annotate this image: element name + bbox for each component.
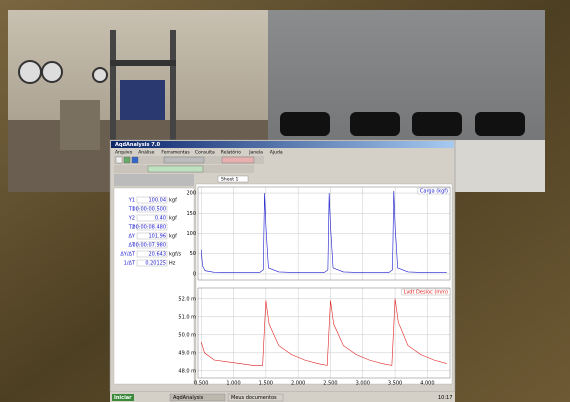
cursor-box [136, 214, 168, 222]
y-tick-label: 48.0 m [178, 368, 196, 374]
menu-item[interactable]: Consulta [195, 150, 215, 156]
cursor-value: 00:00:07.980 [132, 243, 166, 249]
app-window: AqdAnalysis 7.0 Arquivo Análise Ferramenta… [109, 139, 456, 393]
y-tick-label: 50 [190, 251, 196, 257]
legend-entry: Carga (kgf) [420, 189, 448, 195]
cursor-box [136, 223, 168, 231]
cursor-value: 101.96 [149, 234, 167, 240]
x-tick-label: 4.000 [420, 381, 434, 387]
cursor-label: ΔY [129, 234, 136, 240]
y-tick-label: 200 [186, 191, 196, 197]
y-tick-label: 50.0 m [178, 332, 196, 338]
cursor-unit: kgf [169, 216, 177, 222]
x-tick-label: 1.000 [226, 381, 240, 387]
plot-frame [197, 287, 451, 379]
x-tick-label: 0.500 [194, 381, 208, 387]
menu-item[interactable]: Análise [138, 149, 155, 156]
menu-item[interactable]: Arquivo [115, 150, 132, 156]
x-tick-label: 3.500 [388, 381, 402, 387]
menu-item[interactable]: Ferramentas [161, 150, 190, 156]
cursor-value: 00:00:00.500 [132, 207, 166, 213]
cursor-value: 00:00:08.480 [132, 225, 166, 231]
y-tick-label: 51.0 m [178, 314, 196, 320]
legend-entry: Lvdt Desloc (mm) [404, 290, 448, 296]
cursor-unit: kgf [169, 234, 177, 240]
taskbar: Iniciar AqdAnalysis Meus documentos 10:1… [110, 392, 455, 402]
legend-box [401, 288, 451, 296]
cursor-box [136, 196, 168, 204]
cursor-box [136, 259, 168, 267]
start-button[interactable]: Iniciar [114, 395, 132, 401]
cursor-box [136, 232, 168, 240]
cursor-box [136, 241, 168, 249]
cursor-value: 100.04 [149, 198, 167, 204]
cursor-value: 20.643 [149, 252, 167, 258]
cursor-box [136, 205, 168, 213]
cursor-box [136, 250, 168, 258]
cursor-label: ΔT [129, 243, 136, 249]
cursor-unit: Hz [169, 261, 176, 267]
y-tick-label: 52.0 m [178, 296, 196, 302]
cursor-label: T2 [128, 225, 135, 231]
cursor-unit: kgf/s [169, 252, 182, 258]
plot-frame [197, 186, 451, 281]
window-title: AqdAnalysis 7.0 [115, 142, 161, 148]
x-tick-label: 1.500 [259, 381, 273, 387]
task-item[interactable]: AqdAnalysis [173, 395, 204, 401]
menu-item[interactable]: Ajuda [270, 150, 283, 156]
menu-item[interactable]: Relatório [221, 149, 241, 156]
sheet-tab[interactable]: Sheet 1 [221, 177, 238, 183]
cursor-unit: kgf [169, 198, 177, 204]
cursor-value: 0.20125 [145, 261, 166, 267]
cursor-label: Y1 [128, 198, 135, 204]
menu-item[interactable]: Janela [248, 150, 263, 156]
photo [8, 10, 545, 192]
data-line [200, 191, 447, 274]
y-tick-label: 0 [193, 271, 196, 277]
x-tick-label: 2.500 [323, 381, 337, 387]
task-item[interactable]: Meus documentos [231, 395, 277, 401]
y-tick-label: 150 [186, 211, 196, 217]
x-tick-label: 3.000 [356, 381, 370, 387]
y-tick-label: 49.0 m [178, 350, 196, 356]
y-tick-label: 100 [186, 231, 196, 237]
cursor-label: Y2 [128, 216, 135, 222]
cursor-label: ΔY/ΔT [120, 252, 136, 258]
cursor-value: 0.40 [155, 216, 166, 222]
data-line [200, 298, 447, 366]
cursor-label: T1 [128, 207, 135, 213]
legend-box [417, 187, 451, 195]
clock: 10:17 [438, 395, 452, 401]
x-tick-label: 2.000 [291, 381, 305, 387]
cursor-label: 1/ΔT [124, 261, 136, 267]
